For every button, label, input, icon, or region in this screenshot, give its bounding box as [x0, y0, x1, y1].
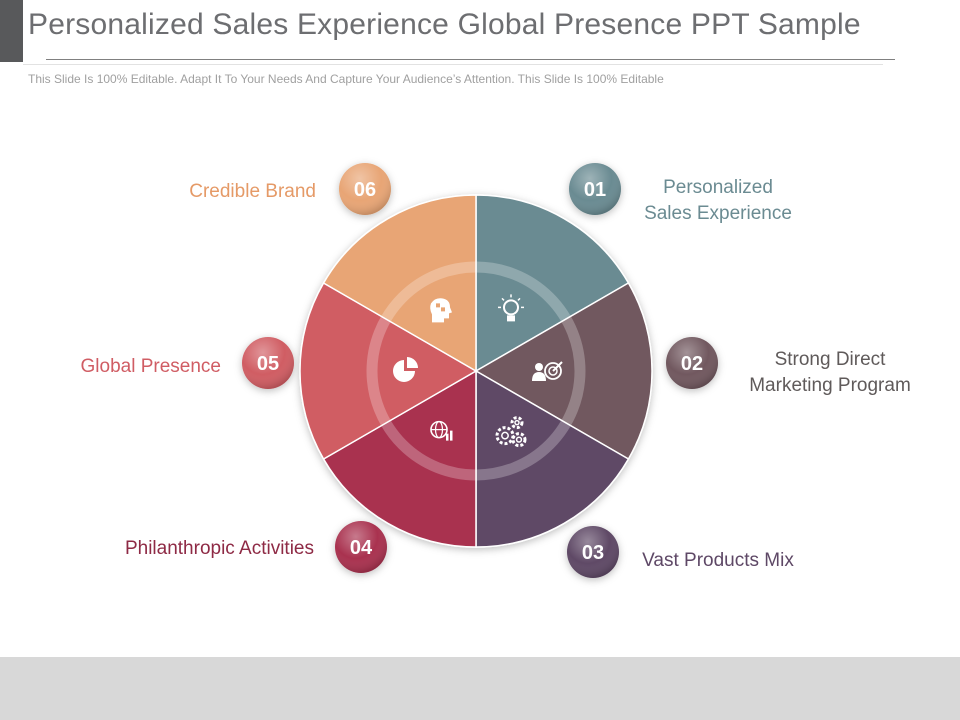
- segment-label-line: Sales Experience: [644, 203, 792, 224]
- segment-wedge-02: [474, 281, 653, 461]
- segment-label-line: Philanthropic Activities: [124, 538, 314, 559]
- business-target-icon: [532, 361, 563, 381]
- title-divider-light: [23, 64, 883, 65]
- head-puzzle-icon: [430, 298, 452, 323]
- footer-band: [0, 657, 960, 720]
- number-badge-01: 01: [569, 163, 621, 215]
- segment-label-04: Philanthropic Activities: [60, 536, 314, 562]
- number-badge-text: 02: [681, 353, 703, 375]
- segment-label-line: Vast Products Mix: [642, 550, 794, 571]
- segment-label-line: Marketing Program: [749, 375, 911, 396]
- globe-chart-icon: [430, 420, 453, 441]
- segment-wedge-04: [322, 369, 477, 548]
- segment-wedge-03: [475, 369, 630, 548]
- segment-wheel: 01 02 03 04 05 06: [242, 163, 718, 578]
- segment-label-02: Strong Direct Marketing Program: [725, 347, 935, 399]
- segment-wedge-05: [299, 281, 478, 461]
- number-badge-05: 05: [242, 337, 294, 389]
- number-badge-02: 02: [666, 337, 718, 389]
- number-badge-text: 04: [350, 537, 373, 559]
- segment-label-line: Personalized: [663, 177, 773, 198]
- segment-wedge-01: [475, 194, 630, 373]
- segment-label-05: Global Presence: [30, 354, 221, 380]
- slide-title: Personalized Sales Experience Global Pre…: [28, 8, 861, 41]
- number-badge-text: 03: [582, 542, 604, 564]
- segment-label-01: Personalized Sales Experience: [618, 175, 818, 227]
- lightbulb-icon: [498, 294, 524, 322]
- gears-icon: [495, 416, 527, 448]
- number-badge-06: 06: [339, 163, 391, 215]
- slide-subtitle: This Slide Is 100% Editable. Adapt It To…: [28, 72, 664, 86]
- segment-label-06: Credible Brand: [80, 179, 316, 205]
- number-badge-text: 01: [584, 179, 606, 201]
- pie-chart-icon: [393, 357, 418, 382]
- number-badge-text: 06: [354, 179, 376, 201]
- number-badge-text: 05: [257, 353, 279, 375]
- inner-ring: [366, 261, 586, 481]
- number-badge-04: 04: [335, 521, 387, 573]
- segment-wedge-06: [322, 194, 477, 373]
- segment-label-line: Strong Direct: [774, 349, 886, 370]
- segment-label-line: Global Presence: [80, 356, 221, 377]
- title-divider: [46, 59, 895, 60]
- segment-label-line: Credible Brand: [189, 181, 316, 202]
- title-accent-bar: [0, 0, 23, 62]
- segment-label-03: Vast Products Mix: [618, 548, 818, 574]
- number-badge-03: 03: [567, 526, 619, 578]
